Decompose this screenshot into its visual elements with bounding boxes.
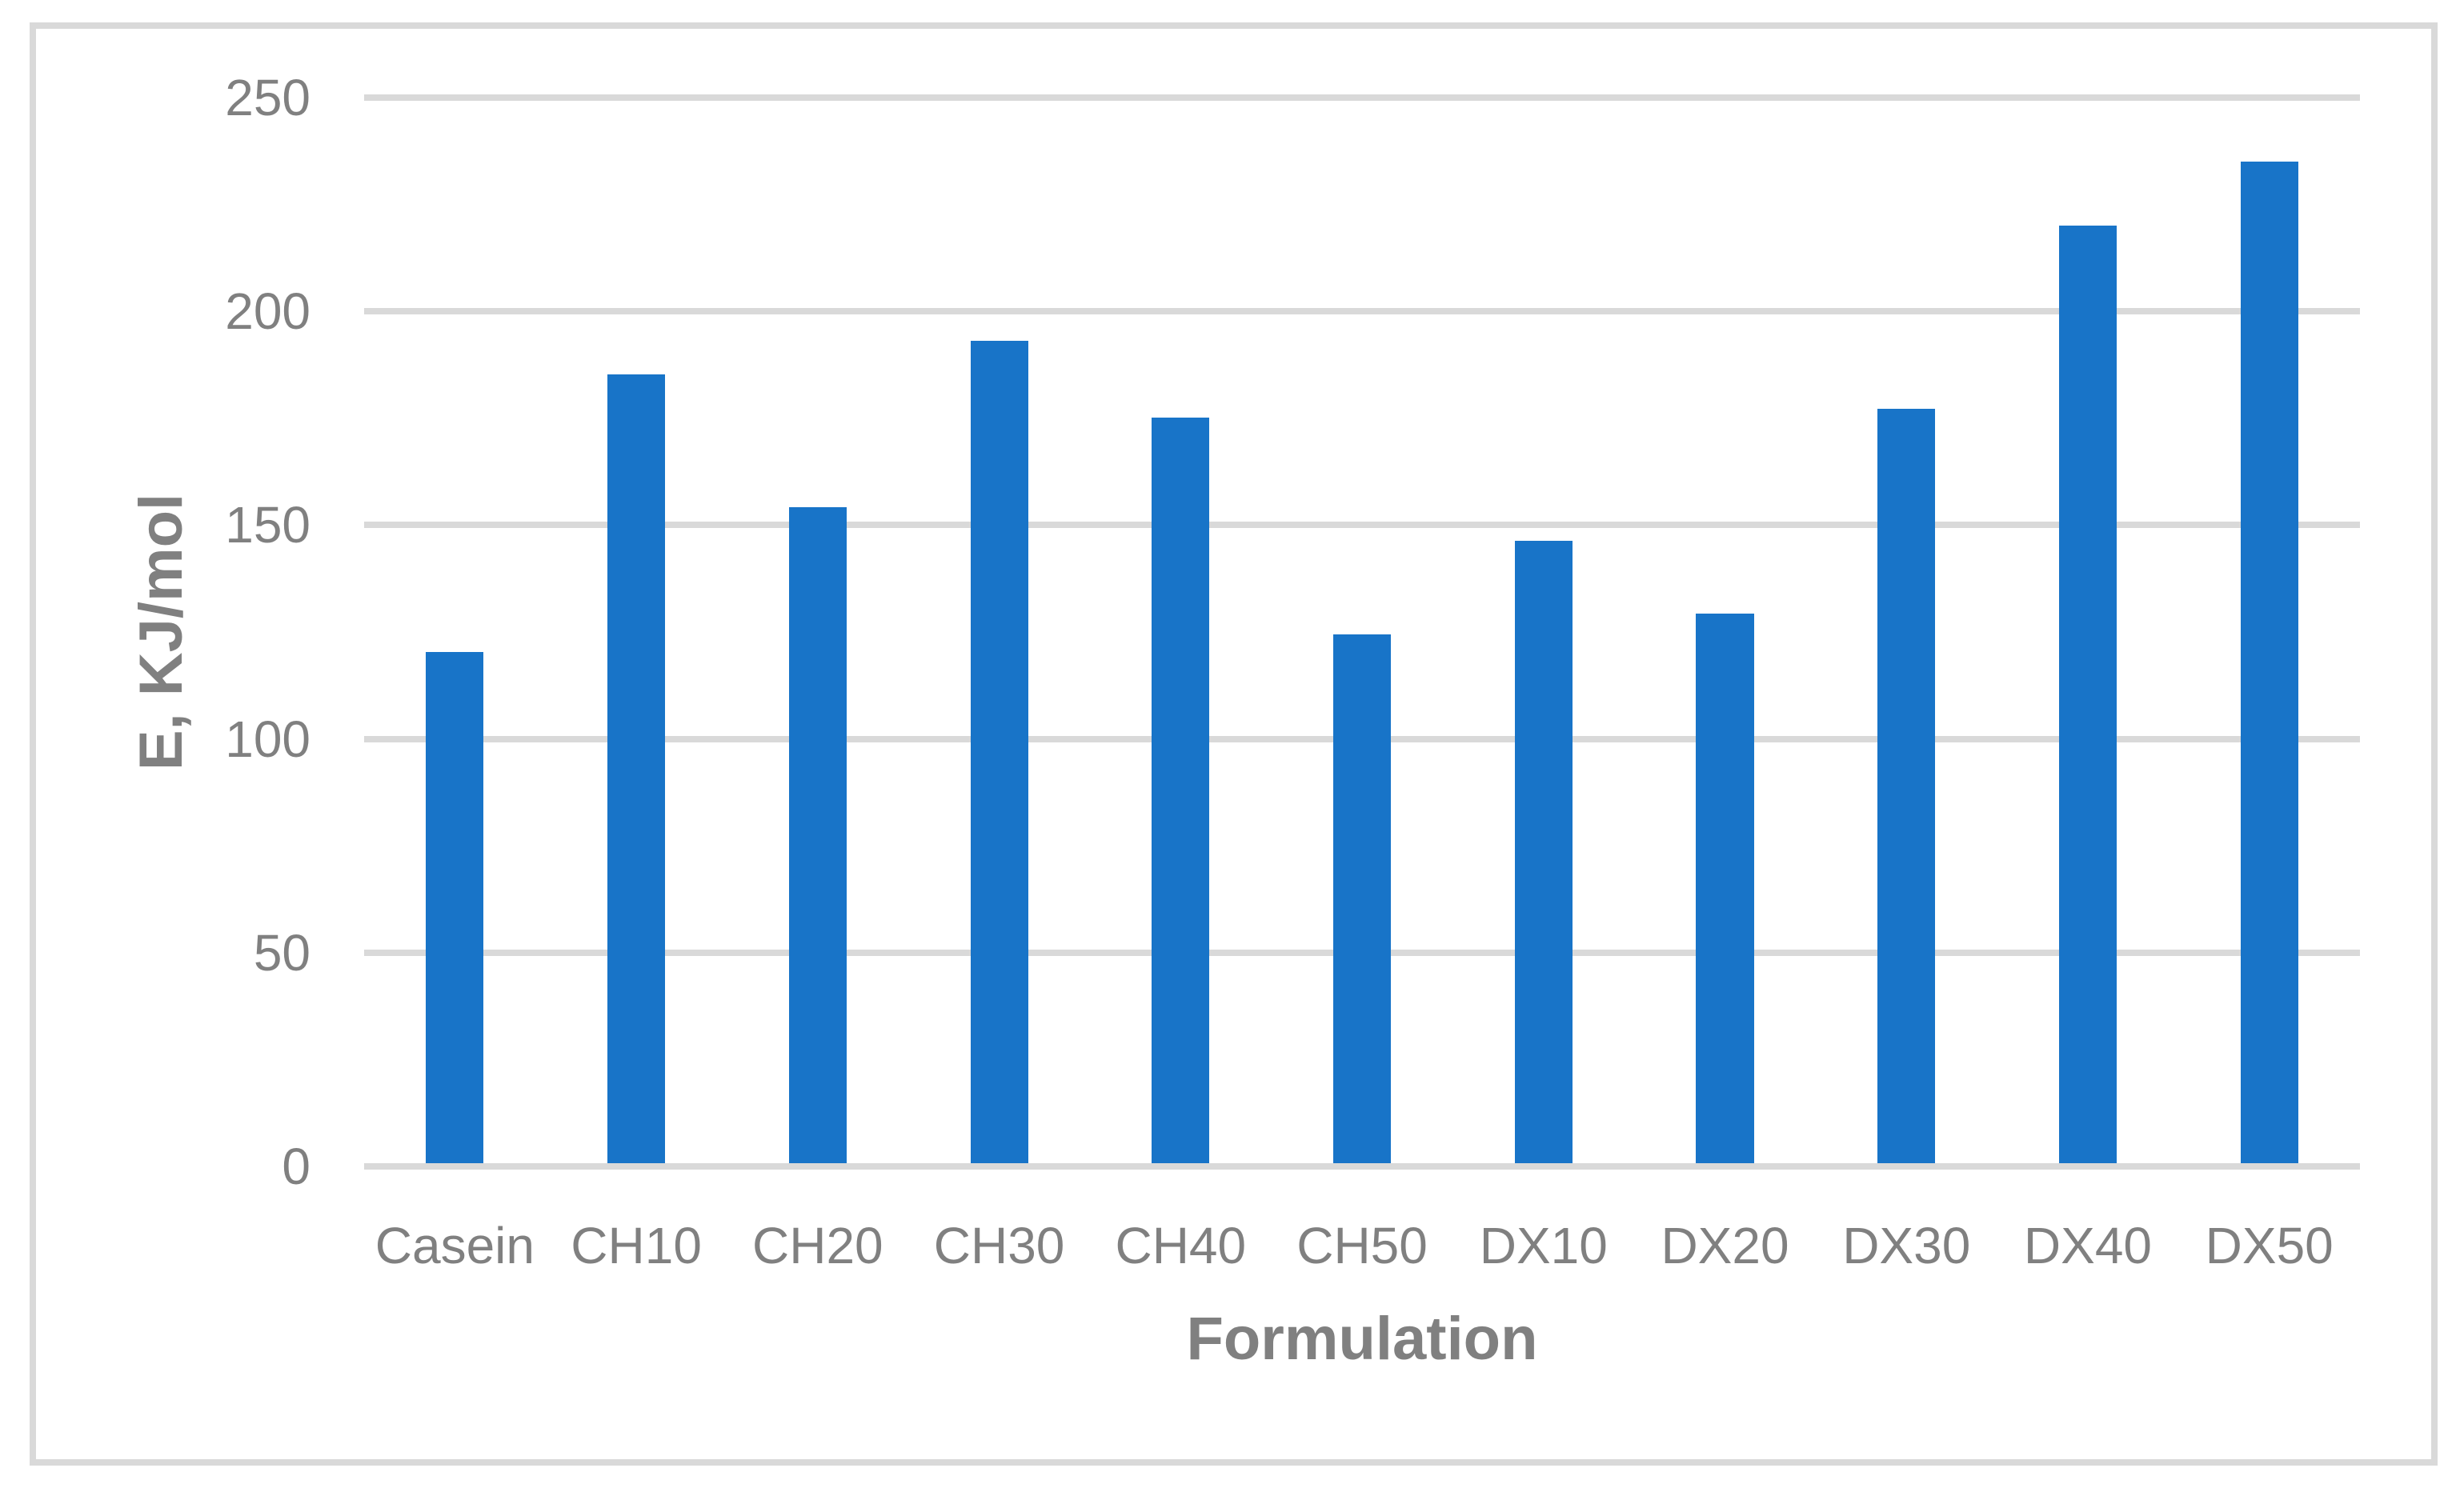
bar-DX50: [2240, 161, 2298, 1163]
bar-CH30: [970, 340, 1028, 1163]
bar-slot-DX20: [1634, 98, 1816, 1163]
y-axis-tick-labels: 250 200 150 100 50 0: [0, 72, 311, 1192]
y-tick-label: 150: [225, 496, 311, 554]
x-tick-label-CH50: CH50: [1296, 1217, 1428, 1274]
bar-slot-CH10: [546, 98, 727, 1163]
x-tick-label-CH40: CH40: [1115, 1217, 1247, 1274]
x-tick-label-DX20: DX20: [1661, 1217, 1789, 1274]
x-tick-label-DX30: DX30: [1842, 1217, 1971, 1274]
y-axis-title: E, KJ/mol: [127, 493, 195, 771]
x-tick-label-Casein: Casein: [375, 1217, 535, 1274]
y-tick-label: 100: [225, 710, 311, 768]
bar-slot-DX40: [1997, 98, 2179, 1163]
x-tick-label-DX40: DX40: [2023, 1217, 2153, 1274]
y-tick-label: 250: [225, 69, 311, 126]
x-tick-label-CH20: CH20: [752, 1217, 883, 1274]
bar-slot-Casein: [364, 98, 546, 1163]
bar-CH10: [607, 374, 666, 1163]
chart-border-frame: [30, 22, 2438, 1466]
gridline-150: [364, 522, 2360, 529]
gridline-200: [364, 308, 2360, 315]
bar-slot-DX50: [2178, 98, 2360, 1163]
bar-slot-CH30: [908, 98, 1090, 1163]
bar-CH40: [1152, 417, 1210, 1163]
x-tick-label-DX50: DX50: [2205, 1217, 2334, 1274]
bar-Casein: [426, 651, 484, 1163]
bar-CH50: [1332, 634, 1392, 1163]
y-tick-label: 0: [282, 1138, 311, 1195]
bar-slot-CH20: [727, 98, 908, 1163]
bar-slot-DX30: [1816, 98, 1997, 1163]
bar-DX40: [2058, 225, 2117, 1163]
bar-series: [364, 98, 2360, 1163]
x-tick-label-CH10: CH10: [571, 1217, 702, 1274]
bar-slot-CH50: [1272, 98, 1453, 1163]
x-axis-title: Formulation: [1186, 1305, 1538, 1373]
x-tick-label-DX10: DX10: [1479, 1217, 1608, 1274]
bar-slot-CH40: [1090, 98, 1272, 1163]
x-axis-tick-labels: Casein CH10 CH20 CH30 CH40 CH50 DX10 DX20 DX30 DX…: [364, 1217, 2360, 1274]
bar-DX20: [1696, 613, 1754, 1163]
x-tick-label-CH30: CH30: [933, 1217, 1065, 1274]
y-tick-label: 200: [225, 282, 311, 341]
bar-CH20: [788, 506, 847, 1163]
y-tick-label: 50: [253, 923, 311, 982]
gridline-250: [364, 94, 2360, 101]
bar-DX10: [1514, 541, 1573, 1163]
bar-slot-DX10: [1452, 98, 1634, 1163]
gridline-0: [364, 1163, 2360, 1170]
bar-DX30: [1877, 408, 1936, 1163]
